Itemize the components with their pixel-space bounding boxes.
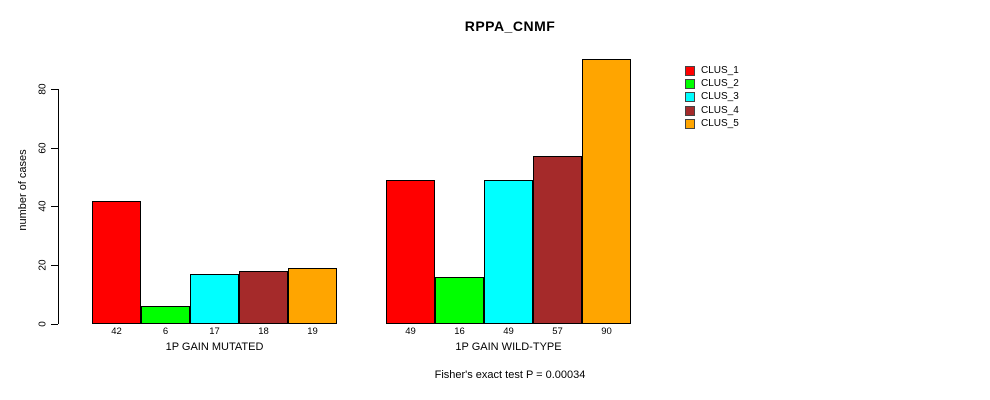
legend-swatch-clus_3: [685, 92, 695, 103]
chart-title: RPPA_CNMF: [464, 18, 556, 34]
bar-value-label: 16: [454, 326, 465, 337]
bar-value-label: 49: [503, 326, 514, 337]
legend-swatch-clus_5: [685, 119, 695, 130]
bar-clus_5: [582, 59, 631, 324]
y-axis-tick-label: 20: [37, 259, 49, 271]
bar-clus_2: [141, 306, 190, 324]
y-axis-tick: [51, 148, 58, 149]
legend-swatch-clus_1: [685, 65, 695, 76]
bar-clus_4: [239, 271, 288, 324]
bar-clus_2: [435, 277, 484, 324]
bar-value-label: 42: [111, 326, 122, 337]
y-axis-label: number of cases: [17, 149, 29, 231]
legend: CLUS_1 CLUS_2 CLUS_3 CLUS_4 CLUS_5: [685, 64, 739, 131]
bar-clus_3: [190, 274, 239, 324]
legend-label: CLUS_2: [701, 78, 739, 90]
legend-item: CLUS_3: [685, 91, 739, 104]
legend-label: CLUS_1: [701, 64, 739, 76]
legend-item: CLUS_2: [685, 77, 739, 90]
legend-label: CLUS_3: [701, 91, 739, 103]
y-axis-tick: [51, 206, 58, 207]
bar-value-label: 18: [258, 326, 269, 337]
y-axis-tick: [51, 89, 58, 90]
y-axis-tick: [51, 265, 58, 266]
legend-swatch-clus_4: [685, 105, 695, 116]
bar-value-label: 6: [162, 326, 169, 337]
bar-value-label: 49: [405, 326, 416, 337]
bar-clus_5: [288, 268, 337, 324]
bar-value-label: 17: [209, 326, 220, 337]
y-axis-line: [58, 89, 59, 324]
bar-value-label: 90: [601, 326, 612, 337]
bar-clus_3: [484, 180, 533, 324]
x-axis-group-label: 1P GAIN MUTATED: [165, 341, 264, 353]
y-axis-tick-label: 40: [37, 200, 49, 212]
y-axis-tick-label: 80: [37, 83, 49, 95]
y-axis-tick-label: 0: [37, 321, 49, 327]
bar-clus_4: [533, 156, 582, 324]
legend-swatch-clus_2: [685, 79, 695, 90]
x-axis-group-label: 1P GAIN WILD-TYPE: [455, 341, 562, 353]
bar-clus_1: [92, 201, 141, 324]
bar-clus_1: [386, 180, 435, 324]
legend-label: CLUS_4: [701, 104, 739, 116]
bar-value-label: 57: [552, 326, 563, 337]
legend-label: CLUS_5: [701, 118, 739, 130]
y-axis-tick: [51, 324, 58, 325]
fisher-test-annotation: Fisher's exact test P = 0.00034: [434, 369, 586, 381]
legend-item: CLUS_1: [685, 64, 739, 77]
legend-item: CLUS_5: [685, 118, 739, 131]
legend-item: CLUS_4: [685, 104, 739, 117]
y-axis-tick-label: 60: [37, 142, 49, 154]
bar-value-label: 19: [307, 326, 318, 337]
